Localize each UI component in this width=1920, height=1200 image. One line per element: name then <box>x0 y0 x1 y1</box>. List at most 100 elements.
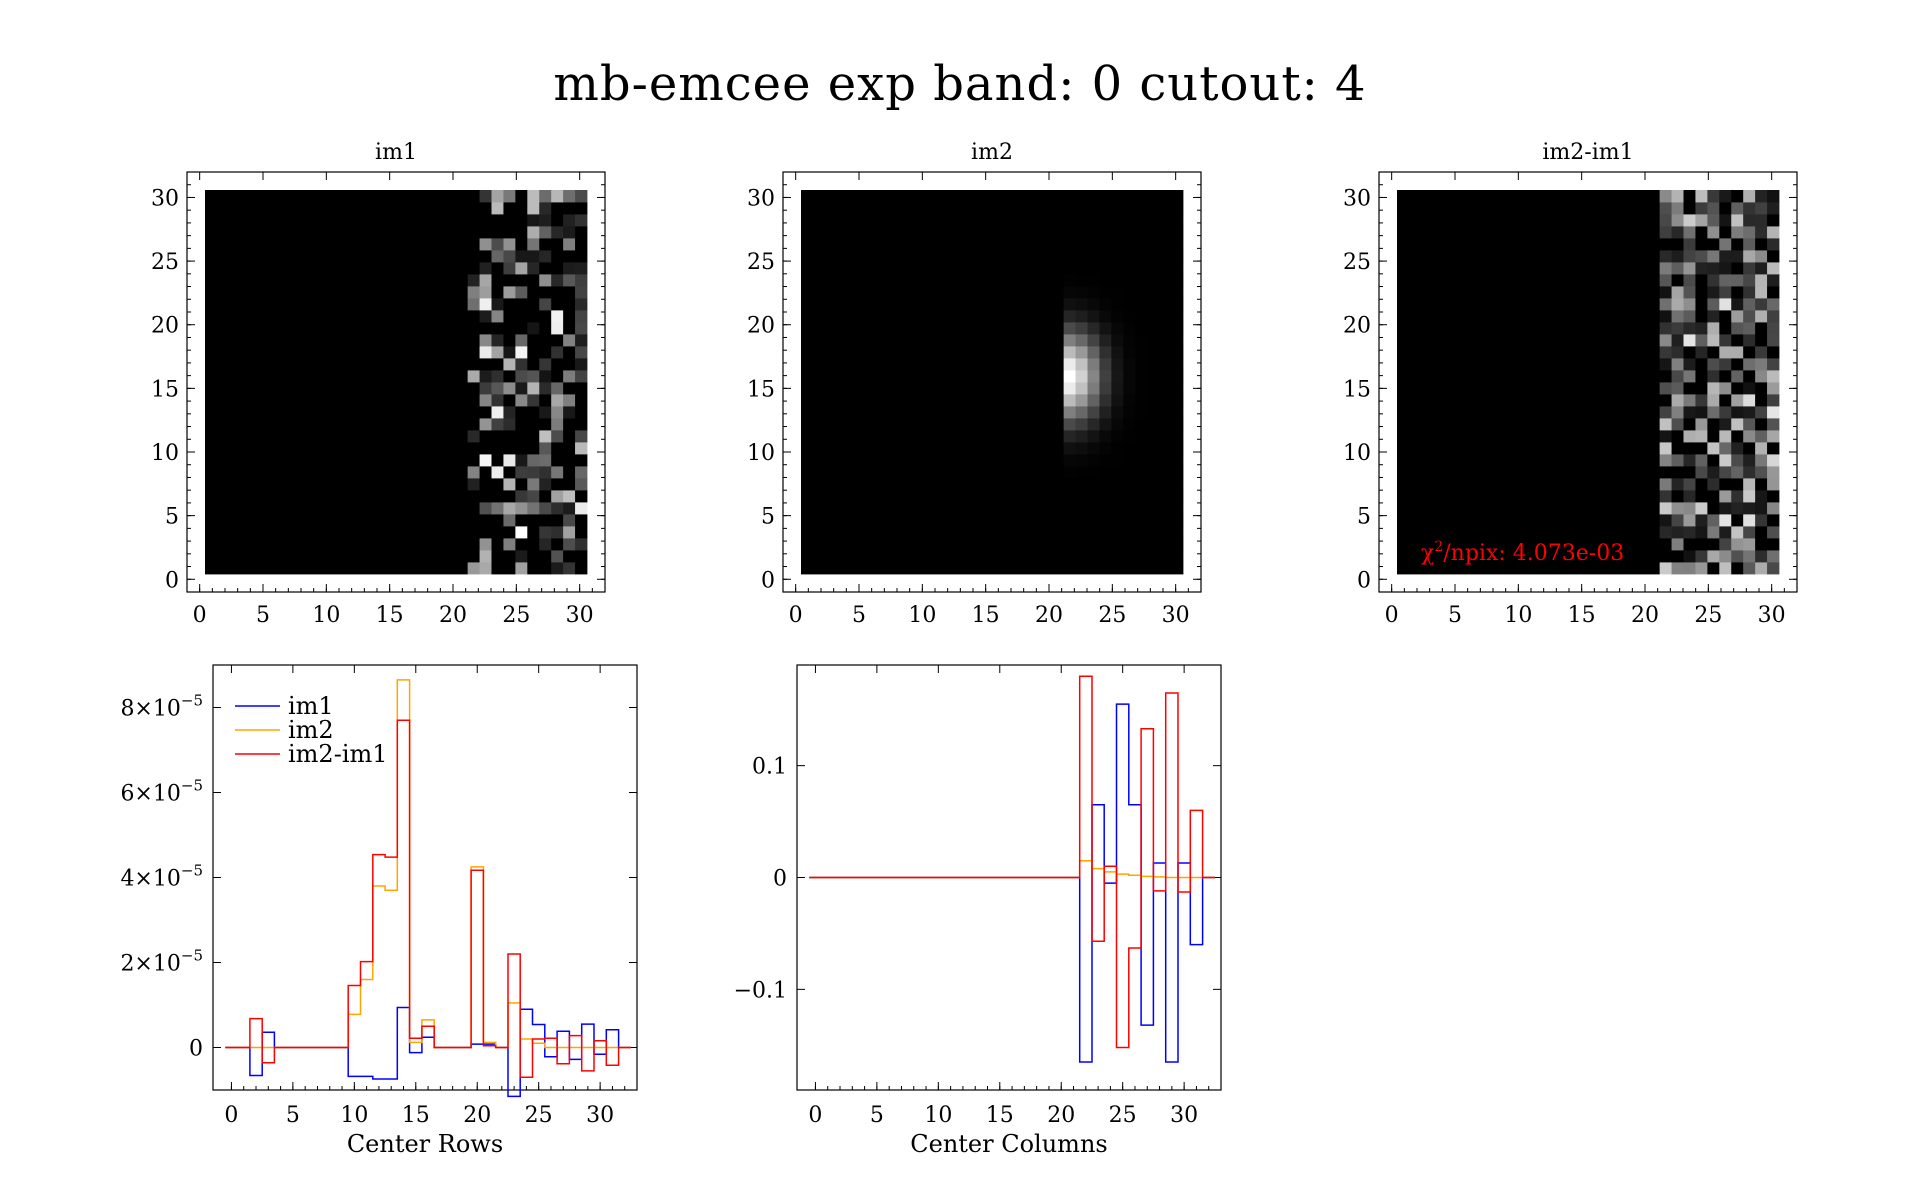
heatmap-cell <box>360 358 373 371</box>
heatmap-cell <box>944 526 957 539</box>
heatmap-cell <box>1564 430 1577 443</box>
heatmap-cell <box>1099 406 1112 419</box>
heatmap-cell <box>1588 298 1601 311</box>
heatmap-cell <box>1432 310 1446 323</box>
heatmap-cell <box>455 454 469 467</box>
heatmap-cell <box>1683 526 1696 539</box>
heatmap-cell <box>1111 562 1124 575</box>
heatmap-cell <box>956 334 969 347</box>
heatmap-cell <box>527 322 540 335</box>
heatmap-cell <box>551 226 564 239</box>
heatmap-cell <box>515 406 528 419</box>
heatmap-cell <box>1695 190 1708 203</box>
heatmap-cell <box>1456 286 1470 299</box>
heatmap-cell <box>1171 310 1184 323</box>
heatmap-cell <box>1456 418 1470 431</box>
heatmap-cell <box>1719 250 1732 263</box>
heatmap-cell <box>372 250 385 263</box>
heatmap-cell <box>1731 382 1744 395</box>
heatmap-cell <box>431 454 445 467</box>
heatmap-cell <box>1027 538 1041 551</box>
heatmap-cell <box>1408 262 1422 275</box>
heatmap-cell <box>288 550 301 563</box>
heatmap-cell <box>860 238 874 251</box>
heatmap-cells <box>1397 190 1780 575</box>
heatmap-cell <box>884 310 897 323</box>
heatmap-cell <box>1003 226 1017 239</box>
heatmap-cell <box>1635 394 1649 407</box>
heatmap-cell <box>312 322 325 335</box>
heatmap-cell <box>1492 202 1505 215</box>
heatmap-cell <box>1552 202 1565 215</box>
heatmap-cell <box>1456 526 1470 539</box>
heatmap-cell <box>1432 550 1446 563</box>
heatmap-cell <box>575 274 588 287</box>
heatmap-cell <box>1075 454 1088 467</box>
heatmap-cell <box>1051 514 1065 527</box>
heatmap-cell <box>205 334 218 347</box>
heatmap-cell <box>1051 550 1065 563</box>
heatmap-cell <box>1540 250 1553 263</box>
heatmap-cell <box>324 538 337 551</box>
heatmap-cell <box>443 238 457 251</box>
heatmap-cell <box>908 430 921 443</box>
heatmap-cell <box>824 358 838 371</box>
heatmap-cell <box>479 190 492 203</box>
heatmap-cell <box>1135 478 1148 491</box>
heatmap-cell <box>563 262 576 275</box>
heatmap-cell <box>551 394 564 407</box>
heatmap-cell <box>908 562 921 575</box>
y-tick-label: 10 <box>1343 441 1371 466</box>
heatmap-cell <box>801 262 814 275</box>
heatmap-cell <box>980 430 993 443</box>
heatmap-cell <box>216 466 230 479</box>
heatmap-cell <box>860 298 874 311</box>
heatmap-cell <box>848 298 862 311</box>
heatmap-cell <box>396 514 409 527</box>
heatmap-cell <box>1719 262 1732 275</box>
heatmap-cell <box>396 286 409 299</box>
heatmap-cell <box>1683 454 1696 467</box>
heatmap-cell <box>836 238 850 251</box>
heatmap-cell <box>1707 190 1720 203</box>
heatmap-cell <box>1075 250 1088 263</box>
heatmap-cell <box>1099 562 1112 575</box>
heatmap-cell <box>1719 490 1732 503</box>
heatmap-cell <box>455 430 469 443</box>
heatmap-cell <box>527 370 540 383</box>
heatmap-cell <box>1135 262 1148 275</box>
heatmap-cell <box>384 298 397 311</box>
heatmap-cell <box>336 262 349 275</box>
heatmap-cell <box>1743 274 1756 287</box>
heatmap-cell <box>801 490 814 503</box>
heatmap-cell <box>1420 490 1434 503</box>
heatmap-cell <box>1408 370 1422 383</box>
heatmap-cell <box>1468 526 1481 539</box>
heatmap-cell <box>1731 274 1744 287</box>
heatmap-cell <box>980 442 993 455</box>
heatmap-cell <box>539 250 552 263</box>
heatmap-cell <box>1623 382 1637 395</box>
heatmap-cell <box>1492 382 1505 395</box>
heatmap-cell <box>443 430 457 443</box>
heatmap-cell <box>1087 466 1100 479</box>
heatmap-cell <box>1707 250 1720 263</box>
heatmap-cell <box>419 526 433 539</box>
heatmap-cell <box>479 274 492 287</box>
heatmap-cell <box>1063 394 1076 407</box>
heatmap-cell <box>563 226 576 239</box>
heatmap-cell <box>1647 190 1661 203</box>
heatmap-cell <box>1111 394 1124 407</box>
series-line-im2 <box>225 679 631 1049</box>
heatmap-cell <box>276 394 289 407</box>
heatmap-cell <box>419 310 433 323</box>
heatmap-cell <box>563 466 576 479</box>
heatmap-cell <box>527 298 540 311</box>
heatmap-cell <box>1063 406 1076 419</box>
heatmap-cell <box>348 322 361 335</box>
heatmap-cell <box>1063 490 1076 503</box>
heatmap-cell <box>944 190 957 203</box>
heatmap-cell <box>1027 274 1041 287</box>
heatmap-cell <box>539 190 552 203</box>
heatmap-cell <box>336 190 349 203</box>
